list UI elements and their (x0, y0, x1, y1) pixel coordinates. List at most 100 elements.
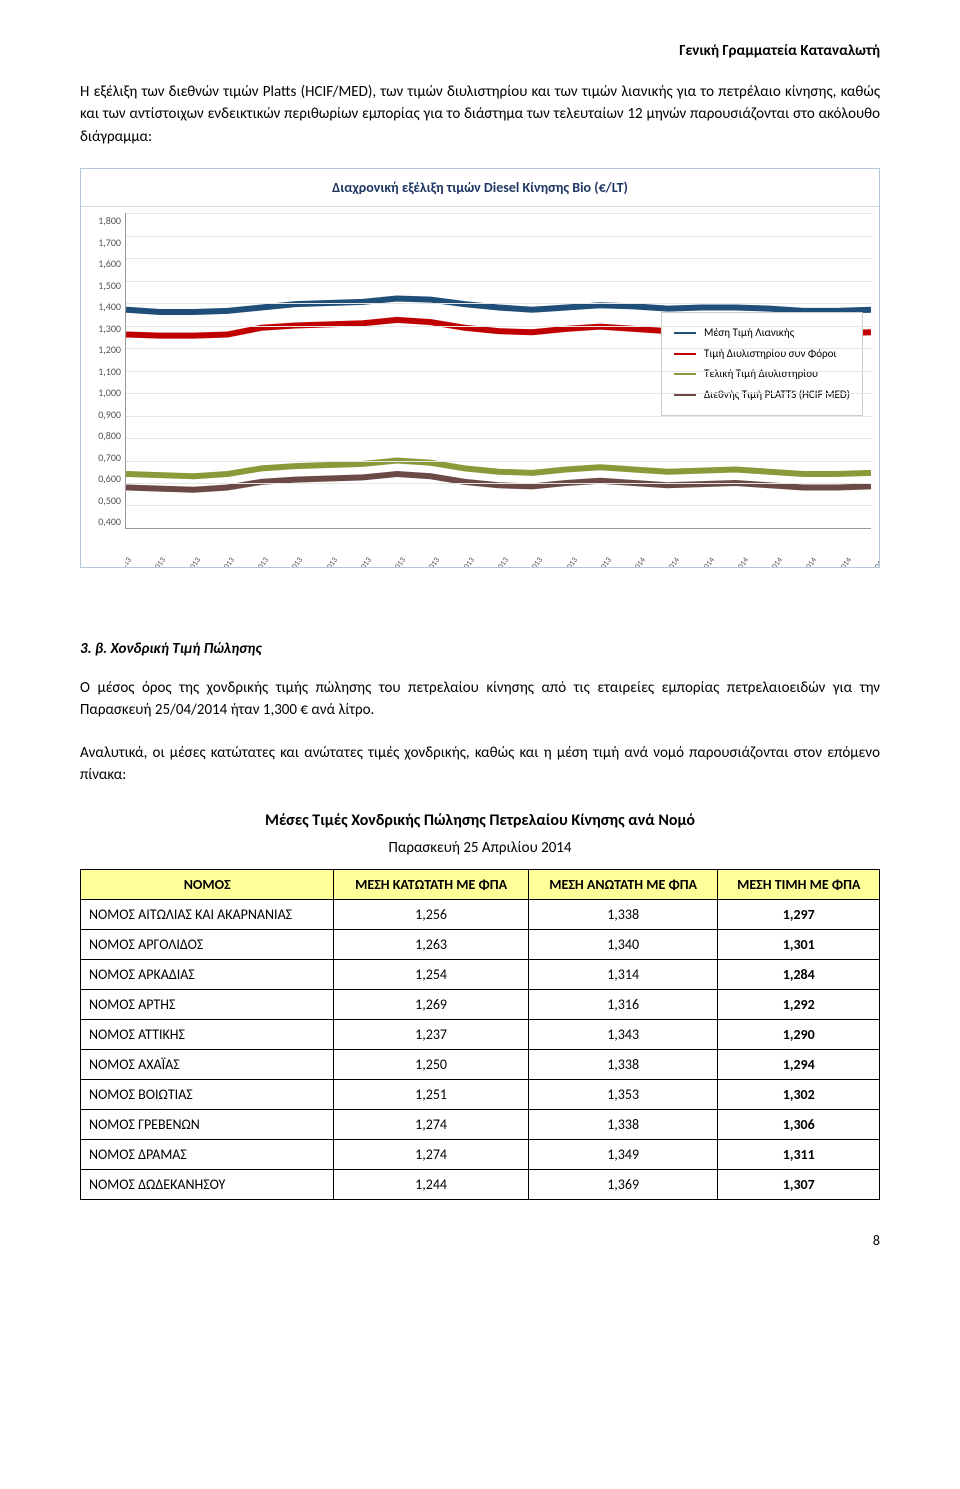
table-cell-value: 1,256 (334, 900, 528, 930)
table-cell-value: 1,251 (334, 1080, 528, 1110)
chart-y-tick: 1,400 (81, 299, 121, 314)
chart-x-tick: Τετ. 01/05/2013 (125, 555, 135, 567)
table-cell-name: ΝΟΜΟΣ ΑΙΤΩΛΙΑΣ ΚΑΙ ΑΚΑΡΝΑΝΙΑΣ (81, 900, 334, 930)
chart-y-tick: 1,200 (81, 342, 121, 357)
table-cell-value: 1,343 (528, 1020, 718, 1050)
table-cell-name: ΝΟΜΟΣ ΒΟΙΩΤΙΑΣ (81, 1080, 334, 1110)
header-org: Γενική Γραμματεία Καταναλωτή (80, 40, 880, 63)
page-number: 8 (80, 1230, 880, 1251)
section-3b-para1: Ο μέσος όρος της χονδρικής τιμής πώλησης… (80, 677, 880, 722)
chart-series-retail (126, 298, 871, 312)
chart-y-tick: 1,600 (81, 256, 121, 271)
chart-legend: Μέση Τιμή ΛιανικήςΤιμή Διυλιστηρίου συν … (661, 312, 863, 416)
table-cell-value: 1,292 (718, 990, 880, 1020)
chart-y-tick: 0,500 (81, 493, 121, 508)
table-cell-value: 1,307 (718, 1170, 880, 1200)
table-cell-value: 1,250 (334, 1050, 528, 1080)
table-cell-value: 1,274 (334, 1110, 528, 1140)
table-header-cell: ΝΟΜΟΣ (81, 870, 334, 900)
table-cell-value: 1,340 (528, 930, 718, 960)
table-cell-value: 1,297 (718, 900, 880, 930)
chart-title: Διαχρονική εξέλιξη τιμών Diesel Κίνησης … (81, 169, 879, 207)
section-3b-heading: 3. β. Χονδρική Τιμή Πώλησης (80, 638, 880, 661)
chart-y-tick: 1,800 (81, 213, 121, 228)
legend-item: Τελική Τιμή Διυλιστηρίου (674, 366, 850, 383)
chart-y-tick: 1,700 (81, 235, 121, 250)
table-row: ΝΟΜΟΣ ΑΤΤΙΚΗΣ1,2371,3431,290 (81, 1020, 880, 1050)
table-cell-name: ΝΟΜΟΣ ΑΧΑΪΑΣ (81, 1050, 334, 1080)
chart-y-tick: 1,000 (81, 385, 121, 400)
table-row: ΝΟΜΟΣ ΑΡΓΟΛΙΔΟΣ1,2631,3401,301 (81, 930, 880, 960)
table-header-cell: ΜΕΣΗ ΚΑΤΩΤΑΤΗ ΜΕ ΦΠΑ (334, 870, 528, 900)
table-header-cell: ΜΕΣΗ ΤΙΜΗ ΜΕ ΦΠΑ (718, 870, 880, 900)
legend-label: Μέση Τιμή Λιανικής (704, 325, 794, 342)
legend-label: Τελική Τιμή Διυλιστηρίου (704, 366, 818, 383)
chart-y-tick: 0,700 (81, 450, 121, 465)
table-cell-value: 1,237 (334, 1020, 528, 1050)
table-cell-value: 1,301 (718, 930, 880, 960)
table-title: Μέσες Τιμές Χονδρικής Πώλησης Πετρελαίου… (80, 809, 880, 833)
chart-y-axis: 1,800 1,700 1,600 1,500 1,400 1,300 1,200 1,100… (81, 207, 125, 567)
chart-plot-area: Μέση Τιμή ΛιανικήςΤιμή Διυλιστηρίου συν … (125, 213, 871, 529)
table-cell-value: 1,306 (718, 1110, 880, 1140)
chart-y-tick: 0,800 (81, 428, 121, 443)
legend-swatch (674, 332, 696, 334)
table-cell-name: ΝΟΜΟΣ ΑΤΤΙΚΗΣ (81, 1020, 334, 1050)
table-row: ΝΟΜΟΣ ΑΡΚΑΔΙΑΣ1,2541,3141,284 (81, 960, 880, 990)
diesel-chart: Διαχρονική εξέλιξη τιμών Diesel Κίνησης … (80, 168, 880, 568)
table-cell-value: 1,349 (528, 1140, 718, 1170)
table-cell-name: ΝΟΜΟΣ ΔΡΑΜΑΣ (81, 1140, 334, 1170)
table-subtitle: Παρασκευή 25 Απριλίου 2014 (80, 837, 880, 860)
table-row: ΝΟΜΟΣ ΑΡΤΗΣ1,2691,3161,292 (81, 990, 880, 1020)
table-cell-value: 1,338 (528, 1050, 718, 1080)
legend-label: Διεθνής Τιμή PLATTS (HCIF MED) (704, 387, 850, 404)
table-row: ΝΟΜΟΣ ΒΟΙΩΤΙΑΣ1,2511,3531,302 (81, 1080, 880, 1110)
table-cell-name: ΝΟΜΟΣ ΓΡΕΒΕΝΩΝ (81, 1110, 334, 1140)
table-cell-value: 1,269 (334, 990, 528, 1020)
table-row: ΝΟΜΟΣ ΔΩΔΕΚΑΝΗΣΟΥ1,2441,3691,307 (81, 1170, 880, 1200)
table-cell-name: ΝΟΜΟΣ ΔΩΔΕΚΑΝΗΣΟΥ (81, 1170, 334, 1200)
table-cell-value: 1,244 (334, 1170, 528, 1200)
table-cell-value: 1,338 (528, 900, 718, 930)
table-cell-value: 1,311 (718, 1140, 880, 1170)
chart-x-tick: Τετ. 25/09/2013 (403, 555, 443, 567)
chart-y-tick: 0,600 (81, 471, 121, 486)
table-header-cell: ΜΕΣΗ ΑΝΩΤΑΤΗ ΜΕ ΦΠΑ (528, 870, 718, 900)
section-3b-para2: Αναλυτικά, οι μέσες κατώτατες και ανώτατ… (80, 742, 880, 787)
table-row: ΝΟΜΟΣ ΓΡΕΒΕΝΩΝ1,2741,3381,306 (81, 1110, 880, 1140)
table-cell-value: 1,274 (334, 1140, 528, 1170)
chart-x-axis: Τετ. 01/05/2013Παρ. 17/05/2013Δευ. 03/06… (125, 529, 879, 567)
legend-swatch (674, 373, 696, 375)
table-cell-value: 1,316 (528, 990, 718, 1020)
intro-paragraph: Η εξέλιξη των διεθνών τιμών Platts (HCIF… (80, 81, 880, 149)
chart-y-tick: 1,500 (81, 278, 121, 293)
legend-swatch (674, 353, 696, 355)
chart-y-tick: 1,100 (81, 364, 121, 379)
chart-y-tick: 1,300 (81, 321, 121, 336)
table-cell-value: 1,314 (528, 960, 718, 990)
table-row: ΝΟΜΟΣ ΔΡΑΜΑΣ1,2741,3491,311 (81, 1140, 880, 1170)
table-cell-value: 1,263 (334, 930, 528, 960)
legend-swatch (674, 394, 696, 396)
chart-series-platts (126, 474, 871, 490)
chart-x-tick: Τετ. 07/08/2013 (300, 555, 340, 567)
chart-x-tick: Τετ. 09/04/2014 (814, 555, 854, 567)
chart-series-refinery_final (126, 460, 871, 476)
table-cell-name: ΝΟΜΟΣ ΑΡΓΟΛΙΔΟΣ (81, 930, 334, 960)
table-cell-value: 1,369 (528, 1170, 718, 1200)
table-cell-name: ΝΟΜΟΣ ΑΡΚΑΔΙΑΣ (81, 960, 334, 990)
legend-item: Μέση Τιμή Λιανικής (674, 325, 850, 342)
chart-y-tick: 0,400 (81, 514, 121, 529)
legend-item: Διεθνής Τιμή PLATTS (HCIF MED) (674, 387, 850, 404)
table-cell-value: 1,284 (718, 960, 880, 990)
prices-table: ΝΟΜΟΣΜΕΣΗ ΚΑΤΩΤΑΤΗ ΜΕ ΦΠΑΜΕΣΗ ΑΝΩΤΑΤΗ ΜΕ… (80, 869, 880, 1200)
chart-y-tick: 0,900 (81, 407, 121, 422)
table-cell-value: 1,338 (528, 1110, 718, 1140)
table-row: ΝΟΜΟΣ ΑΧΑΪΑΣ1,2501,3381,294 (81, 1050, 880, 1080)
table-cell-value: 1,254 (334, 960, 528, 990)
table-cell-value: 1,294 (718, 1050, 880, 1080)
table-cell-name: ΝΟΜΟΣ ΑΡΤΗΣ (81, 990, 334, 1020)
table-cell-value: 1,353 (528, 1080, 718, 1110)
table-cell-value: 1,290 (718, 1020, 880, 1050)
table-cell-value: 1,302 (718, 1080, 880, 1110)
